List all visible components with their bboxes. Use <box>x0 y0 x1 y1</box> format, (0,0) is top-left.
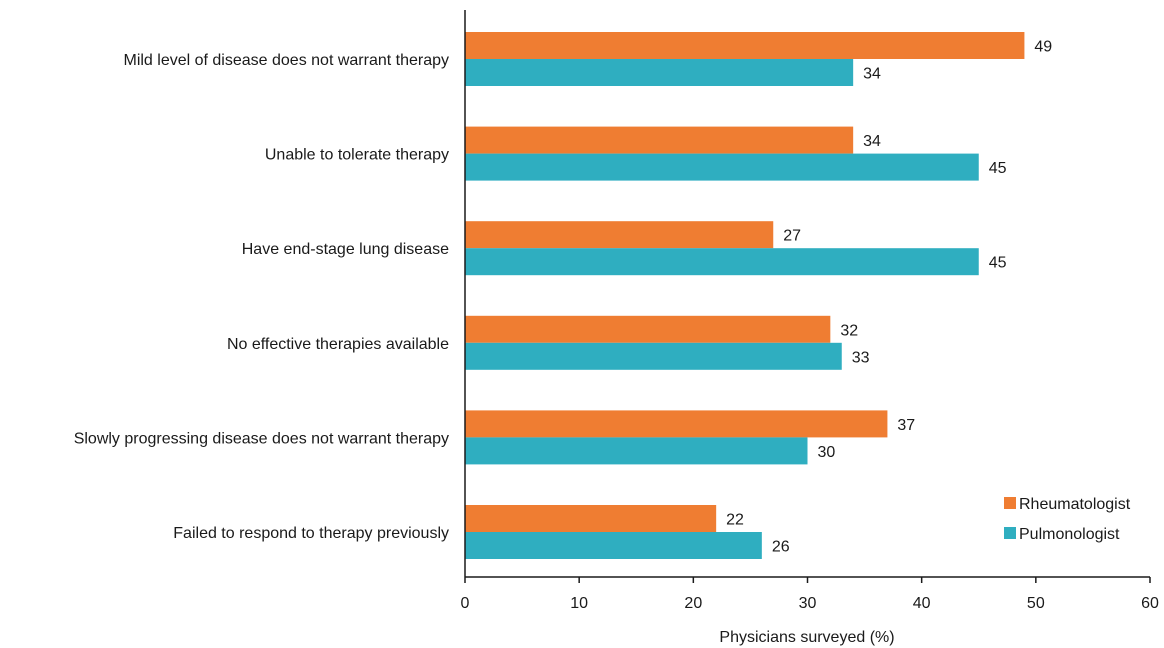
bar-pulmonologist-3 <box>465 342 842 370</box>
bars-layer <box>465 32 1025 559</box>
bar-rheumatologist-0 <box>465 32 1025 59</box>
value-label: 34 <box>863 133 881 150</box>
value-label: 45 <box>989 160 1007 177</box>
value-label: 30 <box>818 444 836 461</box>
value-label: 32 <box>840 322 858 339</box>
value-label: 33 <box>852 349 870 366</box>
value-label: 37 <box>897 417 915 434</box>
bar-rheumatologist-2 <box>465 221 774 249</box>
value-label: 26 <box>772 539 790 556</box>
bar-pulmonologist-1 <box>465 153 979 181</box>
bar-pulmonologist-2 <box>465 248 979 276</box>
value-label: 34 <box>863 66 881 83</box>
value-label: 49 <box>1034 39 1052 56</box>
x-tick-label: 50 <box>1027 595 1045 612</box>
labels-layer: Mild level of disease does not warrant t… <box>74 39 1053 556</box>
value-label: 22 <box>726 512 744 529</box>
legend-label-rheumatologist: Rheumatologist <box>1019 496 1131 513</box>
category-label: Failed to respond to therapy previously <box>173 525 449 542</box>
legend-swatch-pulmonologist <box>1004 527 1016 539</box>
x-tick-label: 0 <box>461 595 470 612</box>
bar-pulmonologist-5 <box>465 532 762 559</box>
category-label: Slowly progressing disease does not warr… <box>74 430 449 447</box>
x-axis-title: Physicians surveyed (%) <box>719 629 894 646</box>
category-label: No effective therapies available <box>227 336 449 353</box>
x-tick-label: 40 <box>913 595 931 612</box>
legend: Rheumatologist Pulmonologist <box>1004 496 1131 543</box>
bar-pulmonologist-4 <box>465 437 808 465</box>
bar-rheumatologist-1 <box>465 126 854 154</box>
x-tick-label: 60 <box>1141 595 1159 612</box>
x-tick-label: 30 <box>799 595 817 612</box>
bar-pulmonologist-0 <box>465 59 854 86</box>
bar-rheumatologist-3 <box>465 315 831 343</box>
category-label: Mild level of disease does not warrant t… <box>123 52 449 69</box>
x-tick-label: 10 <box>570 595 588 612</box>
axis-layer: 0 10 20 30 40 50 60 <box>461 10 1159 612</box>
legend-swatch-rheumatologist <box>1004 497 1016 509</box>
category-label: Unable to tolerate therapy <box>265 147 449 164</box>
value-label: 45 <box>989 255 1007 272</box>
category-label: Have end-stage lung disease <box>242 241 449 258</box>
value-label: 27 <box>783 228 801 245</box>
legend-label-pulmonologist: Pulmonologist <box>1019 526 1120 543</box>
x-tick-label: 20 <box>684 595 702 612</box>
bar-rheumatologist-5 <box>465 505 717 532</box>
bar-rheumatologist-4 <box>465 410 888 438</box>
